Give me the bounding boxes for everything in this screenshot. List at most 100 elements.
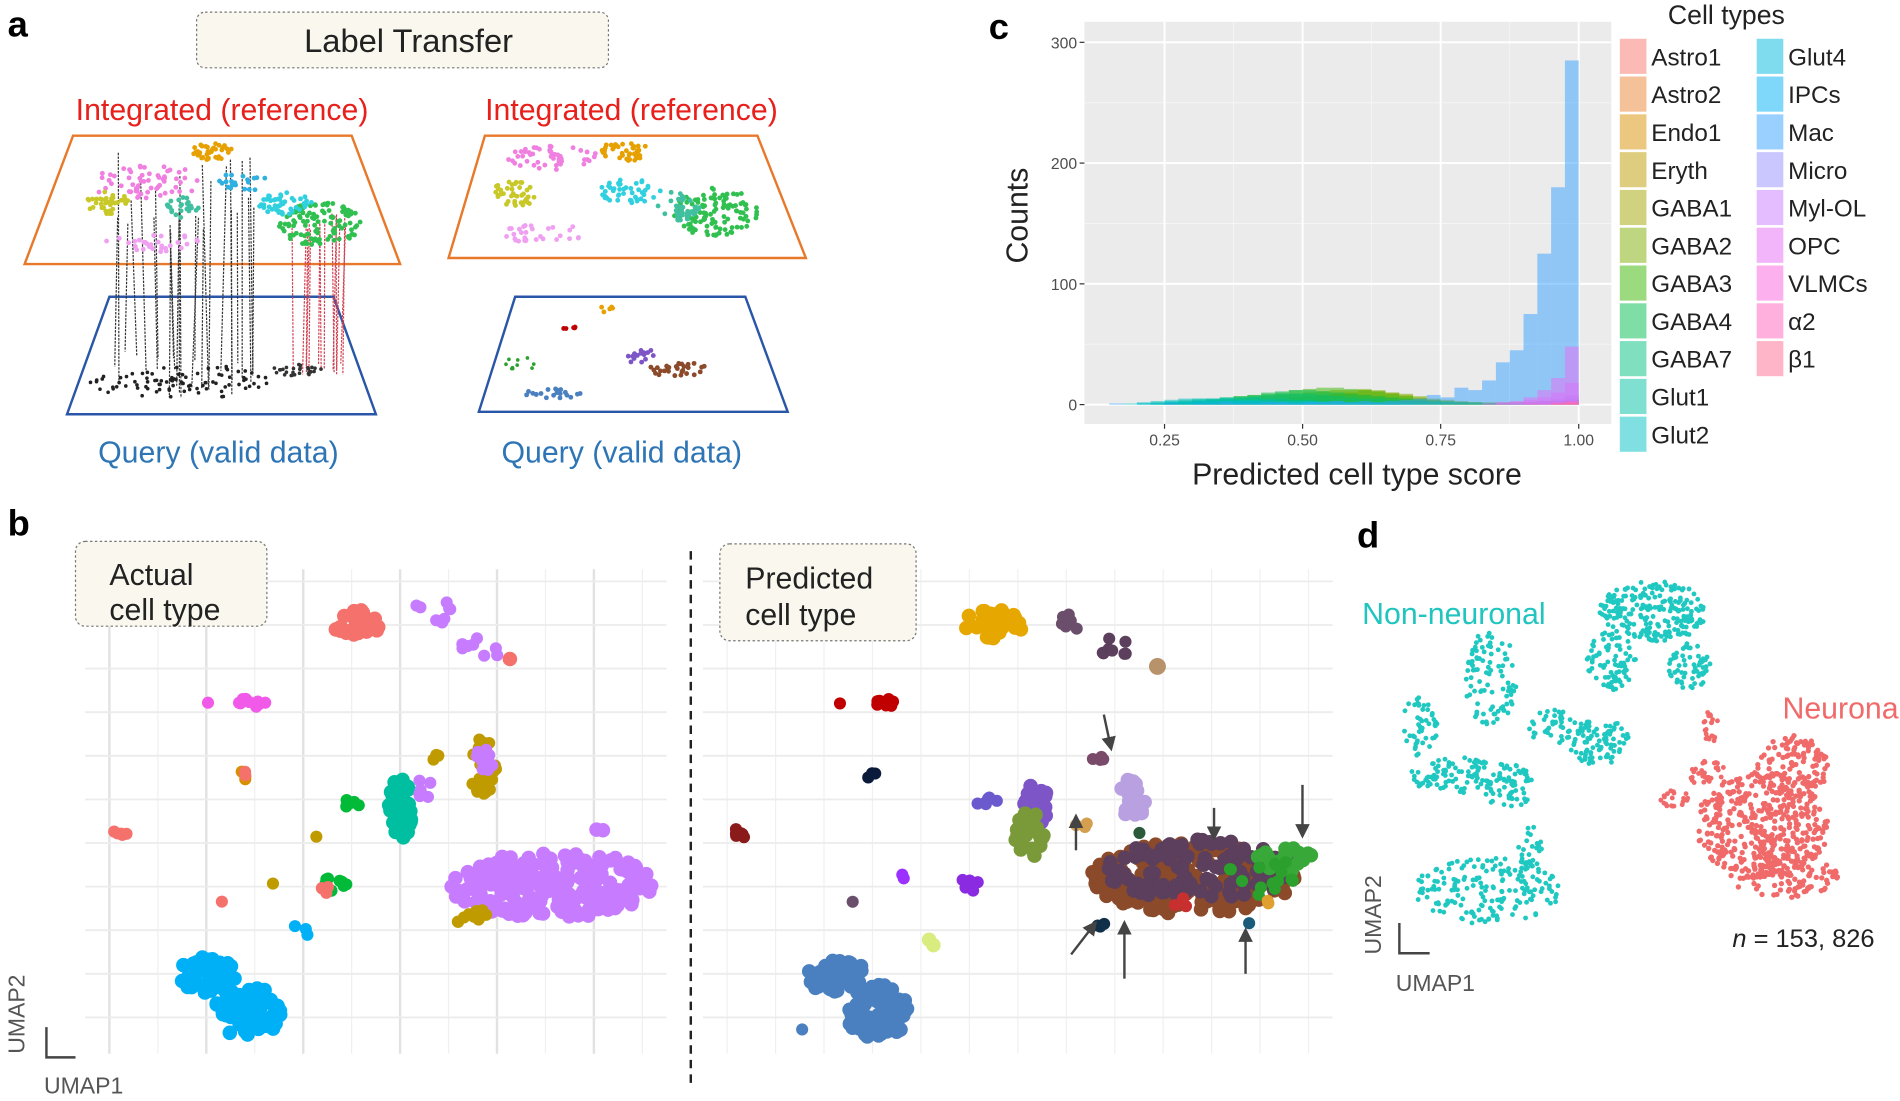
cell-dot [1713, 765, 1719, 771]
cell-dot [1613, 653, 1619, 659]
cell-dot [1462, 755, 1468, 761]
cell-dot [297, 371, 302, 376]
cell-dot [1571, 742, 1577, 748]
legend-key [1756, 341, 1784, 377]
projection-line [336, 225, 341, 371]
cell-dot [135, 383, 139, 387]
cell-dot [1168, 898, 1182, 912]
cell-dot [1507, 643, 1513, 649]
cell-dot [1415, 897, 1421, 903]
cell-dot [1680, 685, 1686, 690]
cell-dot [1500, 663, 1506, 669]
cell-dot [1745, 868, 1752, 874]
cell-dot [1565, 729, 1571, 735]
cell-dot [322, 201, 328, 207]
cell-dot [1587, 758, 1593, 764]
cell-dot [1476, 917, 1482, 923]
cell-dot [1119, 635, 1132, 648]
cell-dot [633, 180, 639, 186]
cell-dot [476, 763, 489, 776]
cell-dot [100, 377, 105, 381]
cell-dot [1792, 876, 1798, 882]
cell-dot [1013, 842, 1029, 857]
cell-dot [693, 204, 698, 210]
cell-dot [959, 620, 974, 636]
cell-dot [287, 236, 293, 242]
cell-dot [1208, 859, 1224, 875]
histogram-bar [1399, 399, 1414, 405]
legend-label: Mac [1788, 120, 1834, 147]
cell-dot [1671, 790, 1677, 796]
cell-dot [1478, 781, 1484, 787]
cell-dot [709, 221, 715, 226]
cell-dot [1596, 738, 1602, 744]
cell-dot [107, 172, 113, 178]
cell-dot [612, 143, 617, 149]
cell-dot [1656, 623, 1662, 629]
cell-dot [1484, 858, 1490, 864]
cell-dot [173, 184, 179, 190]
cell-dot [1694, 624, 1700, 629]
cell-dot [306, 366, 310, 371]
cell-dot [1737, 809, 1743, 816]
cell-dot [1721, 779, 1727, 785]
cell-dot [1455, 892, 1461, 898]
cell-dot [994, 616, 1010, 631]
projection-line [220, 166, 228, 371]
cell-dot [1536, 848, 1542, 854]
cell-dot [564, 392, 570, 398]
cell-dot [522, 198, 528, 204]
cell-dot [270, 998, 285, 1014]
cell-dot [1625, 585, 1630, 591]
cell-dot [1646, 595, 1652, 601]
cell-dot [1449, 887, 1455, 893]
cell-dot [1679, 802, 1685, 808]
cell-dot [1648, 620, 1653, 626]
cell-dot [151, 232, 157, 238]
cell-dot [195, 371, 200, 376]
cell-dot [1696, 608, 1702, 613]
cell-dot [265, 209, 271, 215]
cell-dot [111, 385, 115, 390]
cell-dot [340, 204, 346, 210]
cell-dot [1505, 680, 1511, 686]
cell-dot [103, 200, 109, 206]
cell-dot [337, 879, 350, 892]
projection-line [201, 165, 210, 389]
cell-dot [157, 387, 162, 392]
cell-dot [521, 191, 526, 197]
cell-dot [623, 148, 629, 154]
cell-dot [467, 638, 480, 651]
cell-dot [1505, 710, 1511, 716]
cell-dot [1572, 736, 1578, 742]
cell-dot [1632, 633, 1638, 639]
cell-dot [1504, 656, 1510, 662]
projection-line [305, 229, 309, 369]
cell-dot [828, 980, 844, 995]
cell-dot [504, 185, 510, 191]
cell-dot [1693, 766, 1698, 772]
cell-dot [178, 215, 184, 220]
cell-dot [102, 189, 108, 195]
cell-dot [639, 359, 645, 365]
cell-dot [1494, 716, 1500, 722]
cell-dot [137, 163, 143, 169]
cell-dot [616, 193, 621, 198]
cell-dot [1499, 899, 1505, 905]
cell-dot [130, 182, 136, 188]
cell-dot [247, 384, 252, 389]
cell-dot [157, 382, 162, 387]
cell-dot [1650, 637, 1656, 643]
cell-dot [1516, 844, 1522, 850]
cell-dot [684, 371, 690, 377]
projection-line [319, 220, 322, 369]
cell-dot [1125, 774, 1141, 789]
cell-dot [1665, 791, 1670, 797]
cell-dot [1788, 791, 1794, 797]
cell-dot [111, 827, 124, 840]
cell-dot [1546, 886, 1552, 892]
cell-dot [1820, 829, 1826, 836]
cell-dot [1757, 854, 1764, 860]
cell-dot [1208, 879, 1223, 894]
cell-dot [237, 995, 252, 1011]
